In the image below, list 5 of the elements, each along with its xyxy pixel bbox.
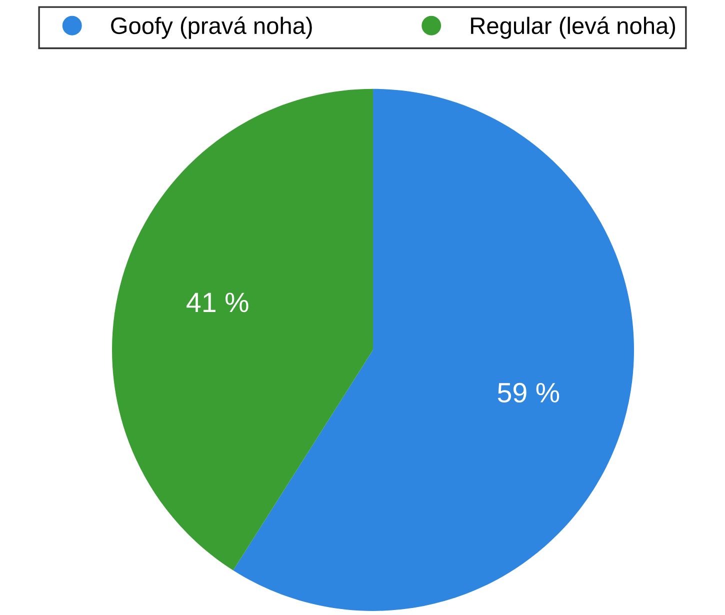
- data-label: 41 %: [186, 292, 248, 312]
- legend-label: Regular (levá noha): [471, 16, 676, 39]
- legend-label: Goofy (pravá noha): [111, 16, 312, 39]
- data-label: 59 %: [498, 382, 560, 403]
- pie-slice: [112, 88, 374, 570]
